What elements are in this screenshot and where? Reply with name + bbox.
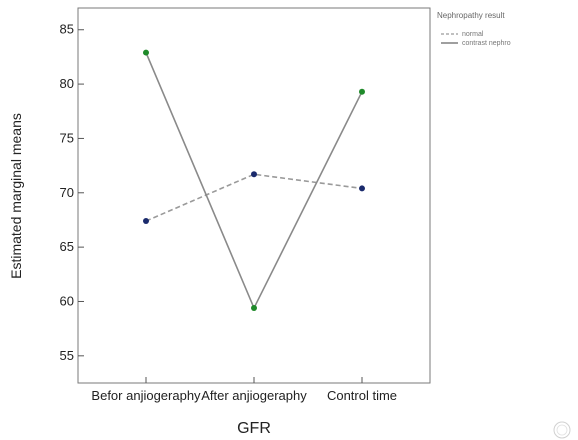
x-tick-label: Control time xyxy=(327,388,397,403)
y-tick-label: 65 xyxy=(60,239,74,254)
x-axis: Befor anjiogeraphy After anjiogeraphy Cont… xyxy=(91,377,397,403)
data-point xyxy=(359,185,365,192)
data-point xyxy=(143,218,149,225)
x-tick-label: Befor anjiogeraphy xyxy=(91,388,201,403)
y-tick-label: 80 xyxy=(60,76,74,91)
y-tick-label: 75 xyxy=(60,130,74,145)
legend-label-normal: normal xyxy=(462,31,484,38)
series-layer xyxy=(143,49,365,311)
y-tick-label: 60 xyxy=(60,293,74,308)
data-point xyxy=(251,171,257,178)
watermark-seal-icon xyxy=(553,421,571,439)
legend: Nephropathy result normal contrast nephr… xyxy=(437,11,511,47)
y-axis-title: Estimated marginal means xyxy=(8,113,24,279)
x-tick-label: After anjiogeraphy xyxy=(201,388,307,403)
y-tick-label: 85 xyxy=(60,22,74,37)
y-tick-label: 55 xyxy=(60,348,74,363)
data-point xyxy=(251,305,257,311)
y-tick-label: 70 xyxy=(60,185,74,200)
plot-frame xyxy=(77,7,431,384)
legend-title: Nephropathy result xyxy=(437,11,505,20)
x-axis-title: GFR xyxy=(237,420,271,437)
legend-label-contrast: contrast nephro xyxy=(462,40,511,47)
data-point xyxy=(359,88,365,95)
y-axis: 55 60 65 70 75 80 85 xyxy=(60,22,84,363)
data-point xyxy=(143,49,149,56)
